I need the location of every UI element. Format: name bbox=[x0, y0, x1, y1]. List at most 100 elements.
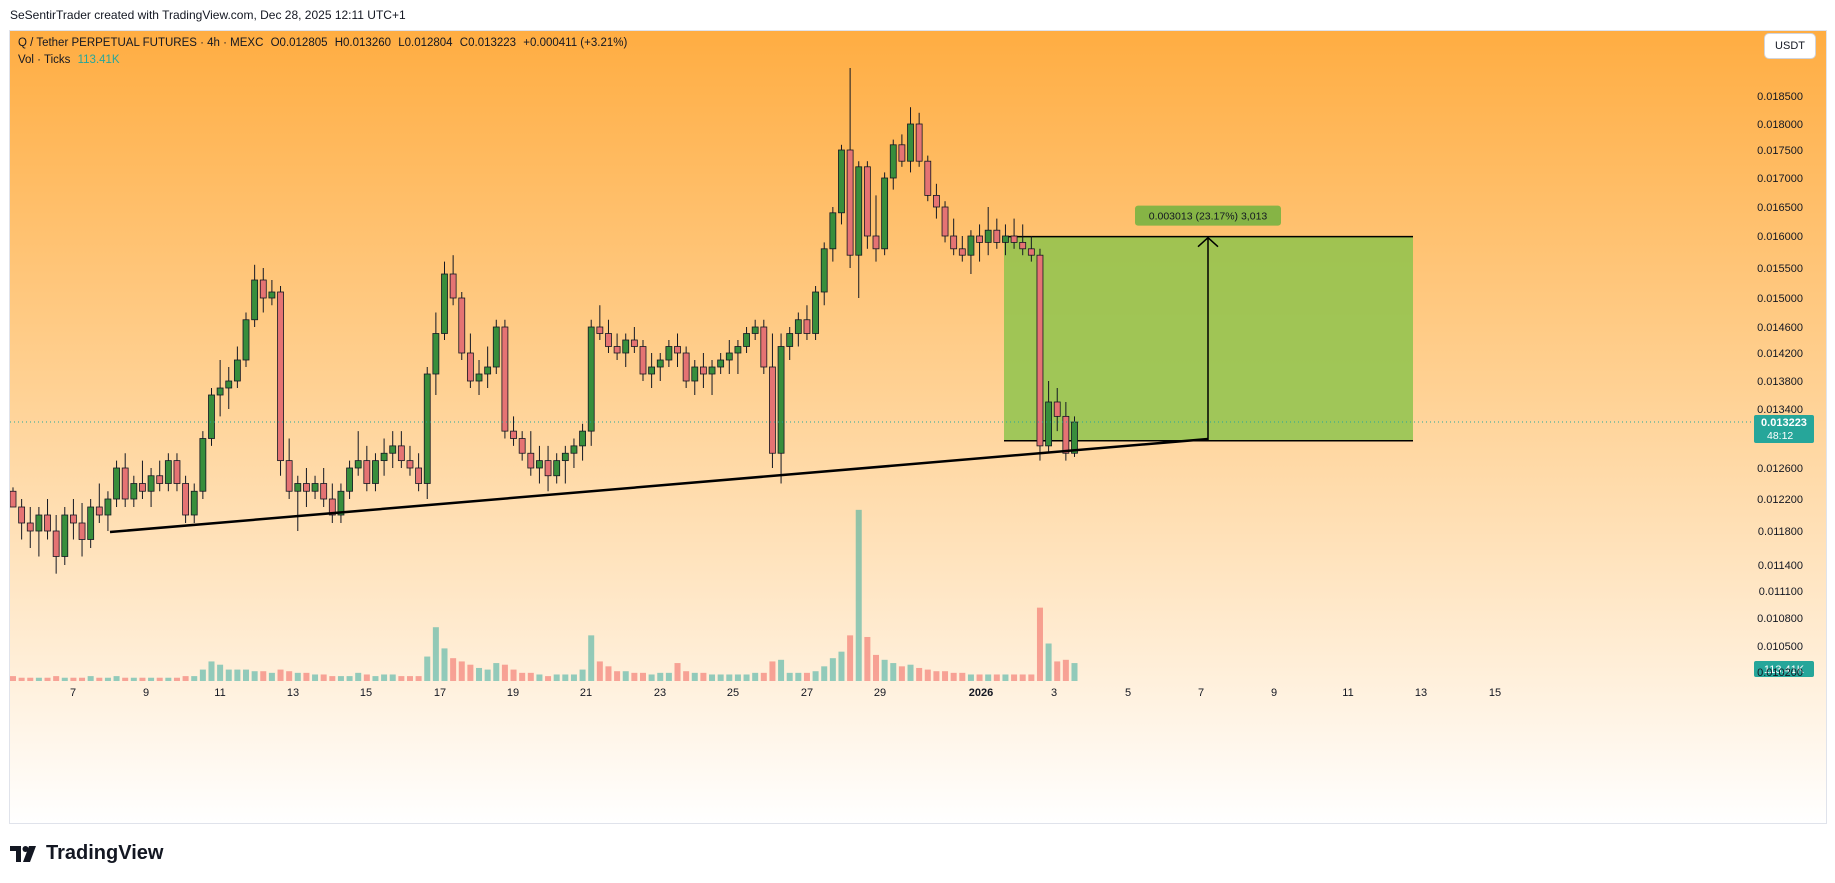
tradingview-logo-text: TradingView bbox=[46, 842, 164, 864]
x-tick-label: 13 bbox=[1415, 687, 1427, 699]
time-axis: 7 9 11 13 15 17 19 21 23 25 27 29 2026 3 5 7 9 11 13 15 bbox=[70, 687, 1501, 699]
candle-body bbox=[501, 326, 509, 432]
volume-bar bbox=[614, 671, 621, 681]
volume-bar bbox=[596, 661, 603, 681]
y-tick-label: 0.012600 bbox=[1757, 463, 1803, 475]
candle-body bbox=[285, 460, 293, 492]
volume-bar bbox=[967, 674, 974, 681]
volume-bar bbox=[588, 635, 595, 681]
candle-body bbox=[674, 346, 681, 354]
legend-row-ohlc: Q / Tether PERPETUAL FUTURES · 4h · MEXC… bbox=[18, 35, 627, 52]
volume-bar bbox=[752, 672, 759, 681]
volume-bar bbox=[208, 661, 215, 681]
volume-indicator-label[interactable]: Vol · Ticks bbox=[18, 54, 71, 66]
target-zone-group: 0.003013 (23.17%) 3,013 bbox=[1004, 205, 1413, 442]
candle-body bbox=[139, 483, 146, 492]
volume-bar bbox=[501, 664, 508, 681]
y-tick-label: 0.014600 bbox=[1757, 322, 1803, 334]
volume-bar bbox=[182, 676, 189, 681]
chart-area[interactable]: 0.003013 (23.17%) 3,013 0.013223 48:12 113… bbox=[9, 30, 1827, 824]
volume-bar bbox=[1028, 674, 1035, 681]
volume-bar bbox=[415, 676, 422, 681]
candle-body bbox=[725, 352, 733, 361]
open-value: O0.012805 bbox=[270, 37, 328, 49]
volume-bar bbox=[855, 509, 862, 681]
volume-bar bbox=[579, 669, 586, 681]
low-value: L0.012804 bbox=[398, 37, 453, 49]
volume-bar bbox=[786, 672, 793, 681]
currency-button[interactable]: USDT bbox=[1764, 33, 1816, 59]
x-tick-label: 29 bbox=[874, 687, 886, 699]
candle-body bbox=[372, 460, 379, 484]
y-tick-label: 0.010800 bbox=[1757, 613, 1803, 625]
candle-body bbox=[829, 212, 837, 250]
volume-bar bbox=[657, 672, 664, 681]
candle-body bbox=[216, 387, 224, 396]
candle-body bbox=[406, 460, 414, 469]
candle-body bbox=[87, 506, 95, 540]
candle-body bbox=[44, 514, 51, 532]
candle-body bbox=[225, 380, 233, 389]
candle-body bbox=[855, 166, 863, 256]
support-trendline bbox=[109, 437, 1209, 534]
volume-bar bbox=[734, 674, 741, 681]
candle-body bbox=[510, 430, 517, 439]
volume-bar bbox=[881, 659, 888, 681]
volume-bar bbox=[234, 669, 241, 681]
volume-bar bbox=[959, 672, 966, 681]
candle-body bbox=[665, 346, 673, 361]
volume-bar bbox=[1036, 607, 1043, 681]
volume-bar bbox=[1002, 674, 1009, 681]
volume-bar bbox=[907, 664, 914, 681]
candle-body bbox=[458, 297, 466, 354]
y-tick-label: 0.018500 bbox=[1757, 91, 1803, 103]
volume-bar bbox=[148, 677, 155, 681]
x-tick-label: 2026 bbox=[969, 687, 993, 699]
candle-body bbox=[147, 475, 155, 492]
volume-bar bbox=[1062, 659, 1069, 681]
candle-body bbox=[639, 346, 647, 375]
candle-body bbox=[1036, 254, 1044, 447]
y-tick-label: 0.013400 bbox=[1757, 404, 1803, 416]
candle-body bbox=[786, 333, 794, 347]
candle-body bbox=[233, 359, 241, 382]
chart-canvas[interactable]: 0.003013 (23.17%) 3,013 0.01322348:12113… bbox=[10, 31, 1827, 824]
candle-body bbox=[251, 279, 259, 321]
candle-body bbox=[423, 373, 431, 484]
volume-bar bbox=[1054, 661, 1061, 681]
x-tick-label: 23 bbox=[654, 687, 666, 699]
volume-bar bbox=[916, 667, 923, 681]
symbol-title[interactable]: Q / Tether PERPETUAL FUTURES · 4h · MEXC bbox=[18, 37, 264, 49]
tradingview-logo-icon bbox=[10, 845, 36, 862]
volume-bar bbox=[993, 674, 1000, 681]
candle-body bbox=[208, 394, 215, 439]
candle-body bbox=[717, 359, 725, 368]
candle-body bbox=[130, 483, 138, 500]
y-tick-label: 0.015500 bbox=[1757, 263, 1803, 275]
x-tick-label: 9 bbox=[1271, 687, 1277, 699]
candle-body bbox=[863, 166, 871, 237]
volume-bar bbox=[406, 676, 413, 681]
candle-body bbox=[950, 235, 958, 250]
candle-body bbox=[820, 248, 828, 293]
candle-body bbox=[397, 445, 405, 462]
volume-badge-label: 113.41K bbox=[1764, 664, 1805, 676]
volume-bar bbox=[139, 677, 146, 681]
candle-body bbox=[777, 346, 785, 454]
candle-body bbox=[492, 326, 500, 368]
volume-bar bbox=[709, 674, 716, 681]
volume-bar bbox=[484, 669, 491, 681]
volume-bar bbox=[424, 656, 431, 681]
candle-body bbox=[846, 149, 854, 256]
y-tick-label: 0.018000 bbox=[1757, 119, 1803, 131]
volume-bar bbox=[890, 663, 897, 681]
volume-bar bbox=[545, 676, 552, 681]
candle-body bbox=[484, 366, 492, 375]
volume-bar bbox=[838, 651, 845, 681]
candle-body bbox=[156, 475, 164, 484]
candle-body bbox=[95, 506, 103, 516]
candle-body bbox=[449, 273, 457, 299]
candle-body bbox=[1062, 415, 1070, 454]
volume-bar bbox=[467, 664, 474, 681]
candle-body bbox=[18, 506, 26, 524]
